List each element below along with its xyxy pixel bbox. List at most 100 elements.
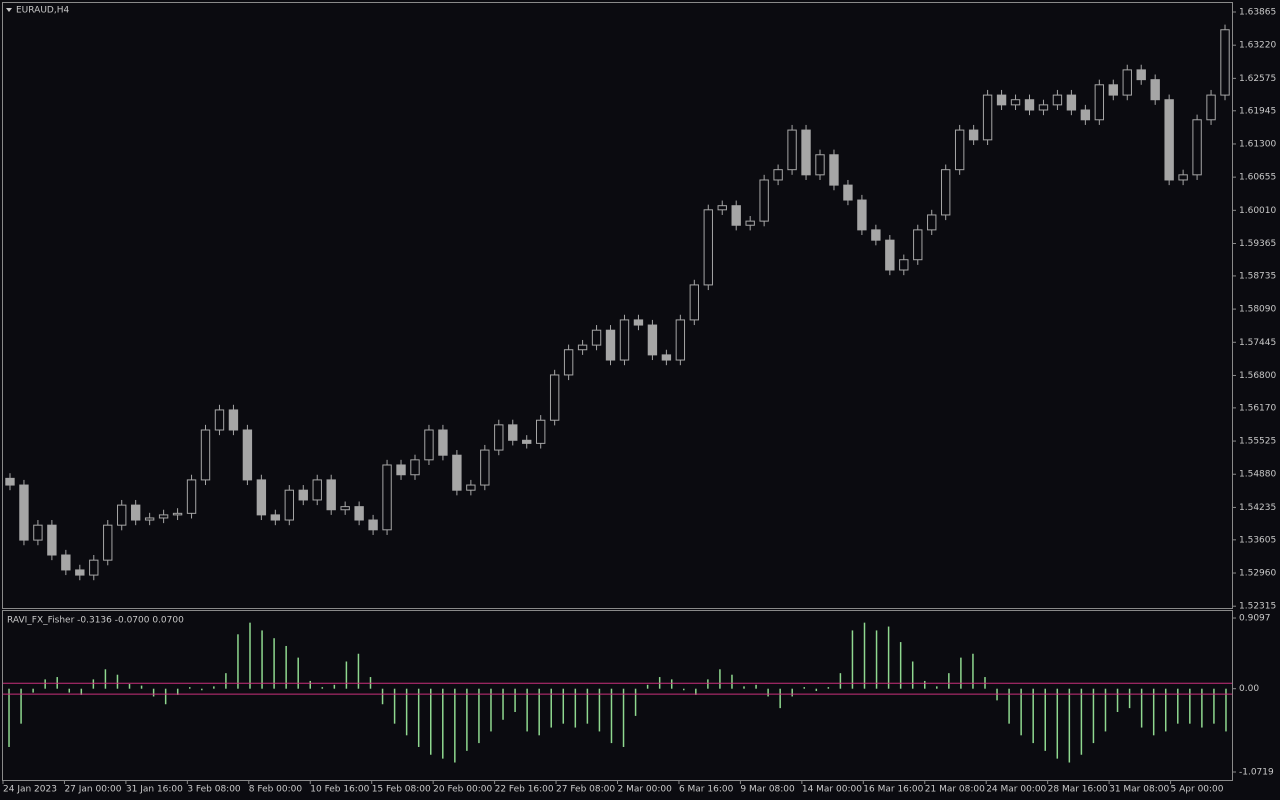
x-tick-label: 24 Jan 2023 <box>3 785 57 795</box>
candle-body <box>1108 84 1118 96</box>
candle-body <box>1094 84 1105 121</box>
candle-body <box>284 489 294 521</box>
x-tick-label: 6 Mar 16:00 <box>679 785 734 795</box>
y-tick-label: 1.57445 <box>1239 338 1276 348</box>
x-tick-label: 27 Feb 08:00 <box>556 785 615 795</box>
y-tick-label: 1.52315 <box>1239 602 1276 612</box>
candle-body <box>186 479 197 514</box>
candle-body <box>368 519 378 531</box>
candle-body <box>899 259 909 271</box>
x-tick-label: 9 Mar 08:00 <box>740 785 795 795</box>
candle-body <box>75 569 85 576</box>
candle-body <box>815 154 825 176</box>
candle-body <box>577 344 588 351</box>
y-tick-label: 1.56170 <box>1239 403 1276 413</box>
candle-body <box>103 524 113 561</box>
candle-body <box>522 439 532 444</box>
candle-body <box>675 319 686 361</box>
candle-body <box>452 454 462 491</box>
candle-body <box>745 220 755 226</box>
candle-body <box>270 514 281 521</box>
x-tick-label: 31 Jan 16:00 <box>126 785 183 795</box>
x-tick-label: 28 Mar 16:00 <box>1048 785 1108 795</box>
x-tick-label: 20 Feb 00:00 <box>433 785 492 795</box>
x-tick-label: 2 Mar 00:00 <box>618 785 673 795</box>
candle-body <box>228 409 239 431</box>
x-tick-label: 14 Mar 00:00 <box>802 785 862 795</box>
candle-body <box>954 129 965 171</box>
candle-body <box>382 464 392 531</box>
y-tick-label: 0.00 <box>1239 684 1259 694</box>
candle-body <box>33 524 43 541</box>
y-tick-label: 1.60655 <box>1239 173 1276 183</box>
candle-body <box>885 239 895 271</box>
candle-body <box>1038 104 1049 111</box>
candle-body <box>47 524 57 556</box>
candle-body <box>424 429 434 461</box>
x-tick-label: 27 Jan 00:00 <box>64 785 121 795</box>
candle-body <box>172 512 183 516</box>
symbol-title: EURAUD,H4 <box>16 6 69 16</box>
x-tick-label: 21 Mar 08:00 <box>925 785 985 795</box>
candle-body <box>829 154 839 186</box>
candle-body <box>1192 119 1202 176</box>
candle-body <box>298 489 308 501</box>
candle-body <box>633 319 644 326</box>
candle-body <box>200 429 211 481</box>
y-tick-label: 1.59365 <box>1239 239 1276 249</box>
candle-body <box>1178 174 1188 181</box>
x-tick-label: 15 Feb 08:00 <box>372 785 431 795</box>
x-tick-label: 24 Mar 00:00 <box>986 785 1046 795</box>
x-tick-label: 22 Feb 16:00 <box>495 785 554 795</box>
candle-body <box>1150 79 1160 101</box>
y-tick-label: 1.63865 <box>1239 8 1276 18</box>
candle-body <box>941 169 951 216</box>
y-tick-label: 1.58735 <box>1239 271 1276 281</box>
candle-body <box>340 506 350 511</box>
candle-body <box>466 484 476 491</box>
candle-body <box>117 504 127 526</box>
candle-body <box>731 205 741 226</box>
candle-body <box>130 504 141 521</box>
y-tick-label: 1.58090 <box>1239 305 1276 315</box>
candle-body <box>158 514 169 519</box>
candle-body <box>703 209 713 286</box>
candle-body <box>242 429 253 481</box>
candle-body <box>256 479 267 516</box>
candle-body <box>312 479 322 501</box>
y-tick-label: 1.54880 <box>1239 470 1276 480</box>
candle-body <box>396 464 406 476</box>
candle-body <box>1136 69 1146 81</box>
candle-body <box>1066 94 1077 111</box>
candle-body <box>480 449 490 486</box>
candle-body <box>1010 99 1021 106</box>
indicator-title: RAVI_FX_Fisher -0.3136 -0.0700 0.0700 <box>7 616 184 626</box>
symbol-menu-arrow[interactable] <box>6 8 12 12</box>
candle-body <box>1164 99 1174 181</box>
candle-body <box>605 329 616 361</box>
price-panel <box>2 2 1233 609</box>
candle-body <box>19 484 29 541</box>
candle-body <box>1052 94 1063 106</box>
x-tick-label: 8 Feb 00:00 <box>249 785 303 795</box>
candle-body <box>214 409 225 431</box>
candle-body <box>1220 29 1230 96</box>
x-tick-label: 16 Mar 16:00 <box>863 785 923 795</box>
candle-body <box>982 94 993 141</box>
x-tick-label: 31 Mar 08:00 <box>1109 785 1169 795</box>
candle-body <box>591 329 602 346</box>
candle-body <box>535 419 546 444</box>
candle-body <box>549 374 560 421</box>
y-tick-label: 1.61300 <box>1239 139 1276 149</box>
candle-body <box>968 129 979 141</box>
candle-body <box>1206 94 1216 121</box>
y-tick-label: 1.54235 <box>1239 503 1276 513</box>
candle-body <box>354 506 364 521</box>
candle-body <box>61 554 71 571</box>
candle-body <box>871 229 881 241</box>
y-tick-label: 0.9097 <box>1239 614 1271 624</box>
y-tick-label: 1.55525 <box>1239 437 1276 447</box>
candle-body <box>717 205 727 211</box>
